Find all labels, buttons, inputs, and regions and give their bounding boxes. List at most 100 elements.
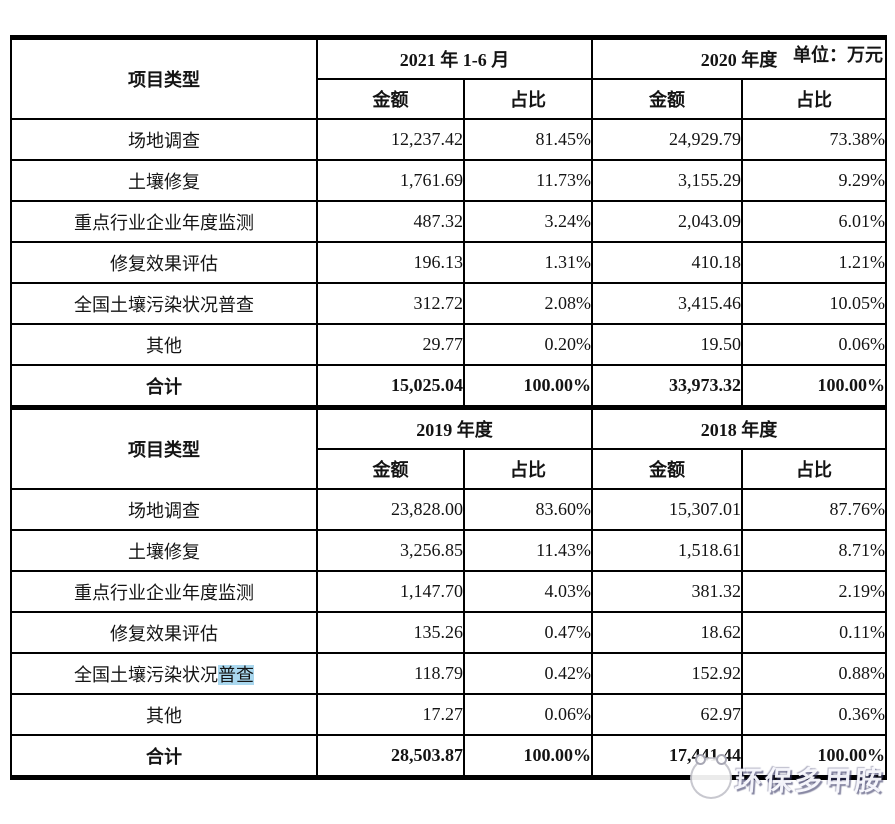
cell-value: 23,828.00 xyxy=(316,488,465,531)
sub-header-amount: 金额 xyxy=(591,448,743,490)
row-label: 合计 xyxy=(10,734,318,779)
cell-value: 100.00% xyxy=(463,364,593,407)
period-header-2021: 2021 年 1-6 月 xyxy=(316,36,593,80)
cell-value: 19.50 xyxy=(591,323,743,366)
row-label: 全国土壤污染状况普查 xyxy=(10,282,318,325)
row-label: 全国土壤污染状况普查 xyxy=(10,652,318,695)
cell-value: 0.06% xyxy=(463,693,593,736)
sub-header-ratio: 占比 xyxy=(741,78,887,120)
row-label: 土壤修复 xyxy=(10,159,318,202)
table-row: 修复效果评估 135.26 0.47% 18.62 0.11% xyxy=(10,611,887,654)
cell-value: 1,761.69 xyxy=(316,159,465,202)
row-label-text: 全国土壤污染状况 xyxy=(74,664,218,685)
cell-value: 12,237.42 xyxy=(316,118,465,161)
period-header-2018: 2018 年度 xyxy=(591,407,887,450)
table-row: 全国土壤污染状况普查 118.79 0.42% 152.92 0.88% xyxy=(10,652,887,695)
cell-value: 100.00% xyxy=(463,734,593,779)
cell-value: 18.62 xyxy=(591,611,743,654)
period-header-row: 项目类型 2019 年度 2018 年度 xyxy=(10,407,887,490)
row-label: 重点行业企业年度监测 xyxy=(10,200,318,243)
cell-value: 10.05% xyxy=(741,282,887,325)
cell-value: 0.36% xyxy=(741,693,887,736)
row-label: 其他 xyxy=(10,693,318,736)
row-label: 其他 xyxy=(10,323,318,366)
cell-value: 83.60% xyxy=(463,488,593,531)
cell-value: 118.79 xyxy=(316,652,465,695)
cell-value: 2.08% xyxy=(463,282,593,325)
table-row: 其他 17.27 0.06% 62.97 0.36% xyxy=(10,693,887,736)
cell-value: 15,307.01 xyxy=(591,488,743,531)
cell-value: 0.47% xyxy=(463,611,593,654)
cell-value: 152.92 xyxy=(591,652,743,695)
table-row: 场地调查 12,237.42 81.45% 24,929.79 73.38% xyxy=(10,118,887,161)
row-label: 土壤修复 xyxy=(10,529,318,572)
cell-value: 0.11% xyxy=(741,611,887,654)
highlighted-text: 普查 xyxy=(218,664,254,685)
cell-value: 100.00% xyxy=(741,734,887,779)
table-row: 土壤修复 3,256.85 11.43% 1,518.61 8.71% xyxy=(10,529,887,572)
period-header-2019: 2019 年度 xyxy=(316,407,593,450)
cell-value: 0.88% xyxy=(741,652,887,695)
cell-value: 87.76% xyxy=(741,488,887,531)
cell-value: 17,441.44 xyxy=(591,734,743,779)
cell-value: 81.45% xyxy=(463,118,593,161)
cell-value: 1.21% xyxy=(741,241,887,284)
cell-value: 1,147.70 xyxy=(316,570,465,613)
corner-header: 项目类型 xyxy=(10,36,318,120)
table-row: 重点行业企业年度监测 1,147.70 4.03% 381.32 2.19% xyxy=(10,570,887,613)
cell-value: 15,025.04 xyxy=(316,364,465,407)
cell-value: 410.18 xyxy=(591,241,743,284)
cell-value: 3,256.85 xyxy=(316,529,465,572)
cell-value: 3.24% xyxy=(463,200,593,243)
period-header-row: 项目类型 2021 年 1-6 月 2020 年度 xyxy=(10,36,887,120)
document-page: 单位：万元 项目类型 2021 年 1-6 月 2020 年度 金额 占比 金额… xyxy=(0,35,895,824)
cell-value: 3,155.29 xyxy=(591,159,743,202)
cell-value: 29.77 xyxy=(316,323,465,366)
cell-value: 33,973.32 xyxy=(591,364,743,407)
cell-value: 2.19% xyxy=(741,570,887,613)
sub-header-amount: 金额 xyxy=(591,78,743,120)
cell-value: 9.29% xyxy=(741,159,887,202)
sub-header-row: 金额 占比 金额 占比 xyxy=(11,78,887,120)
sub-header-row: 金额 占比 金额 占比 xyxy=(11,448,887,490)
table-2021-2020: 项目类型 2021 年 1-6 月 2020 年度 金额 占比 金额 占比 场地… xyxy=(10,35,887,407)
cell-value: 4.03% xyxy=(463,570,593,613)
table-row: 其他 29.77 0.20% 19.50 0.06% xyxy=(10,323,887,366)
table-row: 重点行业企业年度监测 487.32 3.24% 2,043.09 6.01% xyxy=(10,200,887,243)
table-row: 土壤修复 1,761.69 11.73% 3,155.29 9.29% xyxy=(10,159,887,202)
cell-value: 0.20% xyxy=(463,323,593,366)
sub-header-ratio: 占比 xyxy=(463,78,593,120)
table-row: 全国土壤污染状况普查 312.72 2.08% 3,415.46 10.05% xyxy=(10,282,887,325)
row-label: 修复效果评估 xyxy=(10,611,318,654)
cell-value: 11.43% xyxy=(463,529,593,572)
period-header-2020: 2020 年度 xyxy=(591,36,887,80)
cell-value: 1.31% xyxy=(463,241,593,284)
cell-value: 135.26 xyxy=(316,611,465,654)
cell-value: 312.72 xyxy=(316,282,465,325)
cell-value: 0.42% xyxy=(463,652,593,695)
cell-value: 381.32 xyxy=(591,570,743,613)
cell-value: 2,043.09 xyxy=(591,200,743,243)
cell-value: 73.38% xyxy=(741,118,887,161)
cell-value: 3,415.46 xyxy=(591,282,743,325)
cell-value: 28,503.87 xyxy=(316,734,465,779)
cell-value: 62.97 xyxy=(591,693,743,736)
total-row: 合计 15,025.04 100.00% 33,973.32 100.00% xyxy=(10,364,887,407)
cell-value: 1,518.61 xyxy=(591,529,743,572)
sub-header-amount: 金额 xyxy=(316,78,465,120)
cell-value: 6.01% xyxy=(741,200,887,243)
cell-value: 487.32 xyxy=(316,200,465,243)
cell-value: 17.27 xyxy=(316,693,465,736)
sub-header-amount: 金额 xyxy=(316,448,465,490)
row-label: 合计 xyxy=(10,364,318,407)
row-label: 场地调查 xyxy=(10,118,318,161)
table-2019-2018: 项目类型 2019 年度 2018 年度 金额 占比 金额 占比 场地调查 23,… xyxy=(10,407,887,780)
corner-header: 项目类型 xyxy=(10,407,318,490)
table-row: 场地调查 23,828.00 83.60% 15,307.01 87.76% xyxy=(10,488,887,531)
cell-value: 8.71% xyxy=(741,529,887,572)
row-label: 重点行业企业年度监测 xyxy=(10,570,318,613)
sub-header-ratio: 占比 xyxy=(741,448,887,490)
sub-header-ratio: 占比 xyxy=(463,448,593,490)
row-label: 场地调查 xyxy=(10,488,318,531)
cell-value: 100.00% xyxy=(741,364,887,407)
